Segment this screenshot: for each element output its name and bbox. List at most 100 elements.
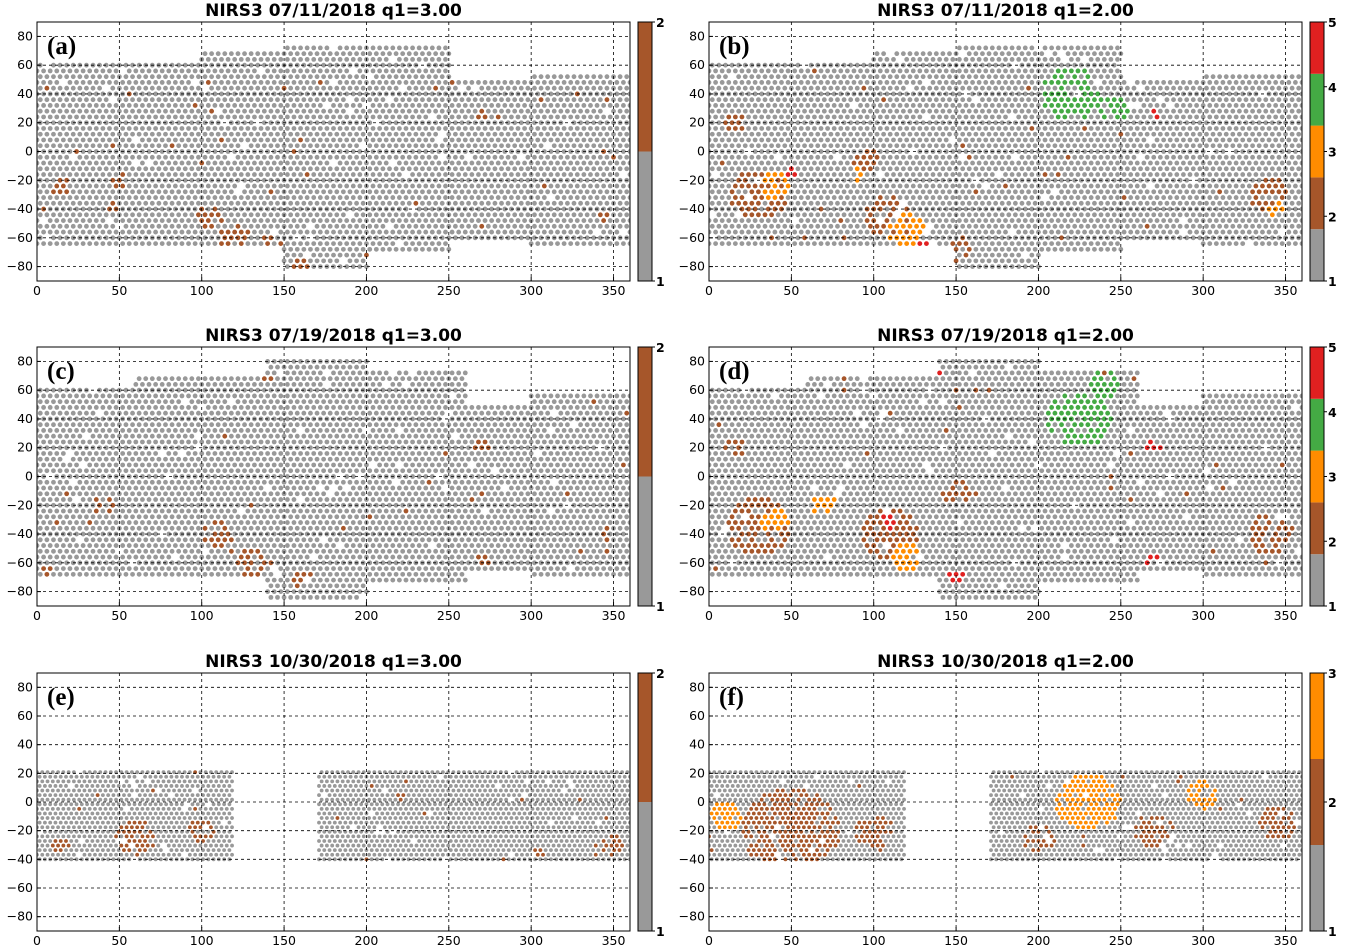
data-point xyxy=(522,229,527,235)
data-point xyxy=(225,80,231,85)
data-point xyxy=(54,68,60,74)
data-point xyxy=(41,241,46,246)
data-point xyxy=(752,160,758,166)
data-point xyxy=(729,189,735,195)
data-point xyxy=(172,183,178,189)
data-point xyxy=(621,103,626,108)
data-point xyxy=(166,218,172,223)
data-point xyxy=(940,143,946,149)
data-point xyxy=(426,212,432,218)
data-point xyxy=(469,80,475,85)
data-point xyxy=(993,143,999,149)
data-point xyxy=(298,206,303,212)
data-point xyxy=(877,137,883,143)
data-point xyxy=(617,223,623,229)
data-point xyxy=(179,160,185,166)
data-point xyxy=(51,166,56,172)
data-point xyxy=(433,108,439,114)
data-point xyxy=(324,252,330,258)
data-point xyxy=(759,114,765,120)
data-point xyxy=(1072,154,1078,160)
data-point xyxy=(713,229,718,235)
data-point xyxy=(1293,218,1298,223)
data-point xyxy=(960,166,966,172)
data-point xyxy=(900,154,906,160)
data-point xyxy=(383,218,389,223)
data-point xyxy=(900,189,906,195)
data-point xyxy=(1154,218,1160,223)
data-point xyxy=(97,223,102,229)
data-point xyxy=(1223,166,1229,172)
data-point xyxy=(910,126,916,131)
data-point xyxy=(377,114,383,120)
data-point xyxy=(439,246,445,252)
data-point xyxy=(479,189,485,195)
data-point xyxy=(60,218,66,223)
data-point xyxy=(380,85,386,91)
data-point xyxy=(568,218,574,223)
data-point xyxy=(344,241,350,246)
data-point xyxy=(423,68,429,74)
data-point xyxy=(466,212,471,218)
data-point xyxy=(953,143,959,149)
data-point xyxy=(604,223,610,229)
data-point xyxy=(854,154,860,160)
data-point xyxy=(1003,229,1008,235)
data-point xyxy=(1141,126,1147,131)
data-point xyxy=(383,126,389,131)
data-point xyxy=(627,103,630,108)
data-point xyxy=(433,51,439,57)
data-point xyxy=(1167,229,1173,235)
data-point xyxy=(179,229,185,235)
data-point xyxy=(390,126,396,131)
data-point xyxy=(238,160,244,166)
data-point xyxy=(245,103,251,108)
data-point xyxy=(1016,172,1022,177)
data-point xyxy=(446,131,452,137)
data-point xyxy=(805,218,811,223)
data-point xyxy=(462,80,468,85)
data-point xyxy=(344,57,350,62)
data-point xyxy=(779,183,784,189)
data-point xyxy=(1167,218,1173,223)
data-point xyxy=(456,218,462,223)
data-point xyxy=(548,149,554,154)
data-point xyxy=(1003,126,1008,131)
data-point xyxy=(614,126,620,131)
data-point xyxy=(1200,160,1206,166)
data-point xyxy=(1197,120,1203,126)
data-point xyxy=(67,229,73,235)
data-point xyxy=(1029,183,1035,189)
data-point xyxy=(999,120,1005,126)
data-point xyxy=(364,149,369,154)
data-point xyxy=(739,241,745,246)
data-point xyxy=(545,154,551,160)
data-point xyxy=(387,246,392,252)
data-point xyxy=(588,195,593,200)
data-point xyxy=(156,143,162,149)
data-point xyxy=(413,166,419,172)
data-point xyxy=(337,68,343,74)
data-point xyxy=(597,143,603,149)
data-point xyxy=(357,114,363,120)
data-point xyxy=(153,172,159,177)
data-point xyxy=(485,85,491,91)
data-point xyxy=(1263,223,1269,229)
data-point xyxy=(578,166,583,172)
data-point xyxy=(986,200,992,206)
data-point xyxy=(93,80,99,85)
data-point xyxy=(805,183,811,189)
data-point xyxy=(47,126,53,131)
data-point xyxy=(1055,137,1061,143)
data-point xyxy=(509,195,514,200)
data-point xyxy=(709,229,712,235)
data-point xyxy=(1121,137,1127,143)
data-point xyxy=(186,114,191,120)
data-point xyxy=(146,103,152,108)
data-point xyxy=(1078,131,1084,137)
data-point xyxy=(1101,206,1107,212)
data-point xyxy=(1059,246,1064,252)
data-point xyxy=(917,137,923,143)
data-point xyxy=(301,166,307,172)
data-point xyxy=(169,97,175,103)
